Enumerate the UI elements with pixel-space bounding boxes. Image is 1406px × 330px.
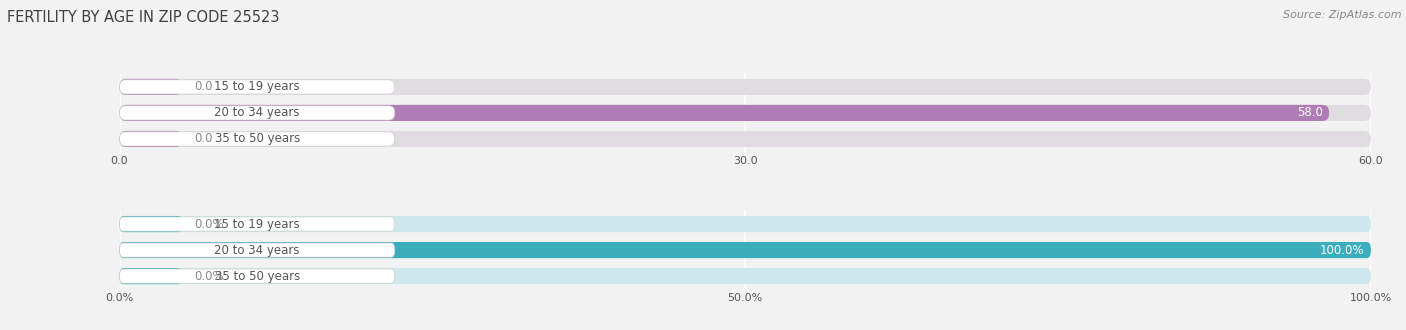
FancyBboxPatch shape xyxy=(120,79,183,95)
Text: 0.0%: 0.0% xyxy=(194,217,224,231)
FancyBboxPatch shape xyxy=(120,269,395,283)
FancyBboxPatch shape xyxy=(120,242,1371,258)
FancyBboxPatch shape xyxy=(120,106,395,120)
FancyBboxPatch shape xyxy=(120,131,183,147)
Text: 0.0: 0.0 xyxy=(194,132,214,146)
Text: 15 to 19 years: 15 to 19 years xyxy=(214,217,299,231)
FancyBboxPatch shape xyxy=(120,242,1371,258)
Text: 20 to 34 years: 20 to 34 years xyxy=(214,107,299,119)
FancyBboxPatch shape xyxy=(120,243,395,257)
Text: 15 to 19 years: 15 to 19 years xyxy=(214,81,299,93)
Text: FERTILITY BY AGE IN ZIP CODE 25523: FERTILITY BY AGE IN ZIP CODE 25523 xyxy=(7,10,280,25)
FancyBboxPatch shape xyxy=(120,105,1329,121)
FancyBboxPatch shape xyxy=(120,131,1371,147)
FancyBboxPatch shape xyxy=(120,132,395,146)
Text: 0.0: 0.0 xyxy=(194,81,214,93)
Text: Source: ZipAtlas.com: Source: ZipAtlas.com xyxy=(1284,10,1402,20)
FancyBboxPatch shape xyxy=(120,268,1371,284)
Text: 35 to 50 years: 35 to 50 years xyxy=(215,132,299,146)
Text: 58.0: 58.0 xyxy=(1296,107,1323,119)
Text: 20 to 34 years: 20 to 34 years xyxy=(214,244,299,256)
FancyBboxPatch shape xyxy=(120,268,183,284)
Text: 0.0%: 0.0% xyxy=(194,270,224,282)
FancyBboxPatch shape xyxy=(120,79,1371,95)
Text: 100.0%: 100.0% xyxy=(1320,244,1365,256)
FancyBboxPatch shape xyxy=(120,105,1371,121)
FancyBboxPatch shape xyxy=(120,216,183,232)
FancyBboxPatch shape xyxy=(120,80,395,94)
FancyBboxPatch shape xyxy=(120,217,395,231)
Text: 35 to 50 years: 35 to 50 years xyxy=(215,270,299,282)
FancyBboxPatch shape xyxy=(120,216,1371,232)
